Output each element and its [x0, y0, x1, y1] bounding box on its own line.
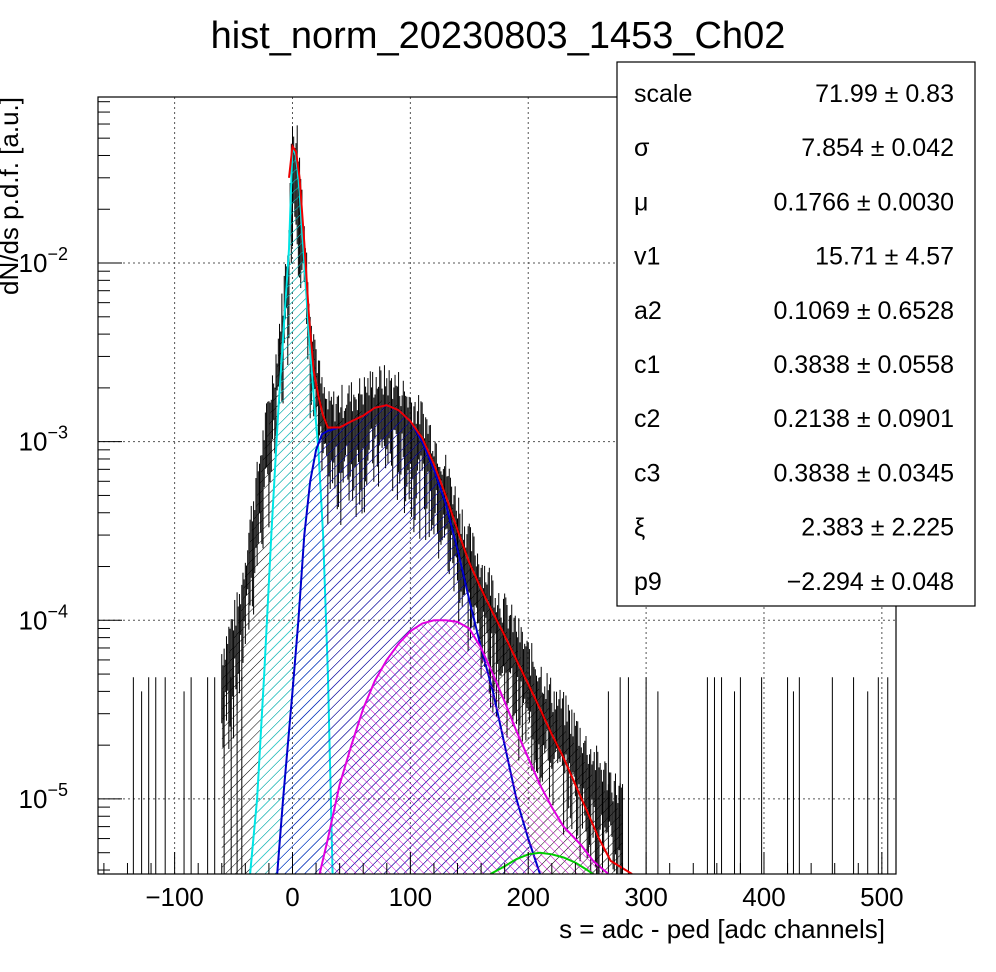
stat-name: c1 — [634, 351, 660, 379]
x-tick-label: 300 — [624, 882, 667, 912]
stat-name: scale — [634, 80, 692, 108]
stat-value: 0.2138 ± 0.0901 — [773, 405, 954, 433]
stat-name: σ — [634, 134, 650, 162]
y-tick-label: 10−2 — [19, 244, 68, 278]
stat-name: v1 — [634, 243, 660, 271]
x-tick-label: 200 — [507, 882, 550, 912]
stat-value: 71.99 ± 0.83 — [815, 80, 954, 108]
x-tick-label: −100 — [145, 882, 204, 912]
stat-value: 0.1766 ± 0.0030 — [773, 188, 954, 216]
y-tick-exponent: −5 — [47, 780, 68, 800]
x-tick-label: 0 — [285, 882, 299, 912]
stats-box-frame — [616, 61, 976, 607]
x-tick-label: 400 — [742, 882, 785, 912]
fit-component-curve — [318, 619, 610, 874]
stat-name: p9 — [634, 568, 662, 596]
stat-name: ξ — [634, 514, 645, 542]
stat-value: 0.1069 ± 0.6528 — [773, 297, 954, 325]
stat-name: c2 — [634, 405, 660, 433]
y-tick-exponent: −2 — [47, 244, 68, 264]
x-tick-label: 100 — [389, 882, 432, 912]
stat-value: 15.71 ± 4.57 — [815, 243, 954, 271]
stat-value: 0.3838 ± 0.0558 — [773, 351, 954, 379]
total-fit-curve — [288, 143, 633, 874]
y-tick-label: 10−4 — [19, 601, 68, 635]
x-tick-label: 500 — [860, 882, 903, 912]
stat-value: 7.854 ± 0.042 — [801, 134, 954, 162]
plot-area — [132, 125, 889, 874]
y-axis-title: dN/ds p.d.f. [a.u.] — [0, 97, 24, 295]
stat-name: a2 — [634, 297, 662, 325]
stats-rows: scale 71.99 ± 0.83 σ 7.854 ± 0.042 μ 0.1766 ±… — [634, 80, 954, 596]
chart-title: hist_norm_20230803_1453_Ch02 — [211, 15, 786, 57]
x-axis-title: s = adc - ped [adc channels] — [559, 914, 885, 944]
y-tick-exponent: −4 — [47, 601, 68, 621]
stat-value: 0.3838 ± 0.0345 — [773, 459, 954, 487]
fit-component-curve — [490, 851, 594, 874]
y-tick-label: 10−5 — [19, 780, 68, 814]
stat-value: 2.383 ± 2.225 — [801, 514, 954, 542]
stats-box: scale 71.99 ± 0.83 σ 7.854 ± 0.042 μ 0.1766 ±… — [616, 61, 976, 607]
stat-value: −2.294 ± 0.048 — [787, 568, 954, 596]
y-tick-exponent: −3 — [47, 423, 68, 443]
stat-name: μ — [634, 188, 648, 216]
fit-component-fill — [319, 620, 609, 874]
stat-name: c3 — [634, 459, 660, 487]
y-tick-label: 10−3 — [19, 423, 68, 457]
